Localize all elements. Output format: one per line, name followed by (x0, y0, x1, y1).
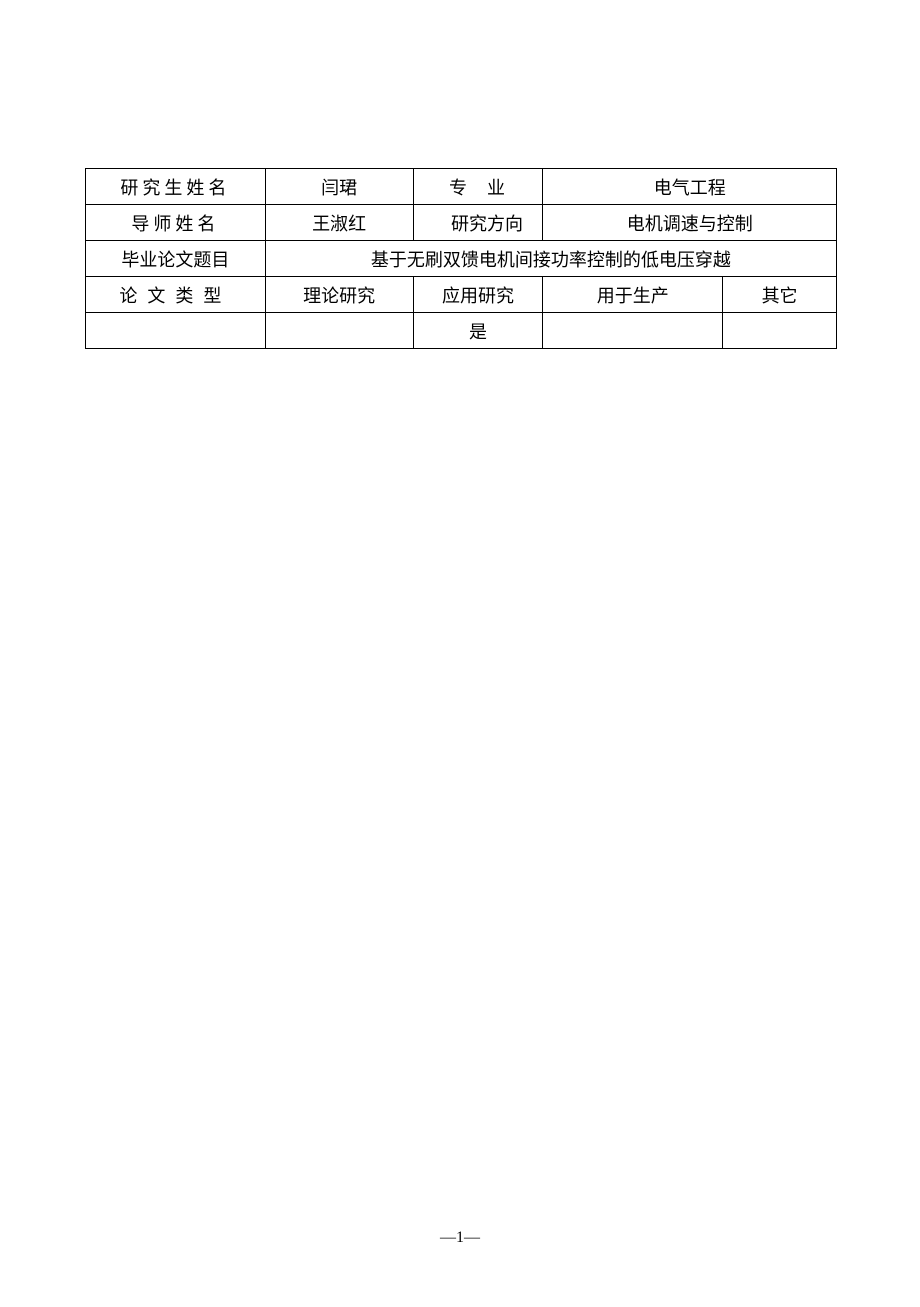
direction-label: 研究方向 (413, 205, 543, 241)
selection-col2 (265, 313, 413, 349)
type-other: 其它 (723, 277, 837, 313)
table-row: 导师姓名 王淑红 研究方向 电机调速与控制 (86, 205, 837, 241)
advisor-name-value: 王淑红 (265, 205, 413, 241)
thesis-title-value: 基于无刷双馈电机间接功率控制的低电压穿越 (265, 241, 836, 277)
type-production: 用于生产 (543, 277, 723, 313)
direction-value: 电机调速与控制 (543, 205, 837, 241)
table-row: 是 (86, 313, 837, 349)
student-name-label: 研究生姓名 (86, 169, 266, 205)
major-value: 电气工程 (543, 169, 837, 205)
student-name-value: 闫珺 (265, 169, 413, 205)
table-row: 毕业论文题目 基于无刷双馈电机间接功率控制的低电压穿越 (86, 241, 837, 277)
page-number: —1— (440, 1229, 480, 1247)
advisor-name-label: 导师姓名 (86, 205, 266, 241)
info-table: 研究生姓名 闫珺 专业 电气工程 导师姓名 王淑红 研究方向 电机调速与控制 毕… (85, 168, 837, 349)
selection-col3: 是 (413, 313, 543, 349)
thesis-type-label: 论文类型 (86, 277, 266, 313)
type-application: 应用研究 (413, 277, 543, 313)
thesis-title-label: 毕业论文题目 (86, 241, 266, 277)
type-theory: 理论研究 (265, 277, 413, 313)
table-wrapper: 研究生姓名 闫珺 专业 电气工程 导师姓名 王淑红 研究方向 电机调速与控制 毕… (85, 168, 837, 349)
major-label: 专业 (413, 169, 543, 205)
table-row: 研究生姓名 闫珺 专业 电气工程 (86, 169, 837, 205)
selection-col5 (723, 313, 837, 349)
page-container: 研究生姓名 闫珺 专业 电气工程 导师姓名 王淑红 研究方向 电机调速与控制 毕… (0, 0, 920, 1307)
selection-col1 (86, 313, 266, 349)
selection-col4 (543, 313, 723, 349)
table-row: 论文类型 理论研究 应用研究 用于生产 其它 (86, 277, 837, 313)
